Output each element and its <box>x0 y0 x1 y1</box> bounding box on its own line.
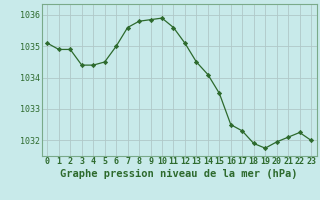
X-axis label: Graphe pression niveau de la mer (hPa): Graphe pression niveau de la mer (hPa) <box>60 169 298 179</box>
